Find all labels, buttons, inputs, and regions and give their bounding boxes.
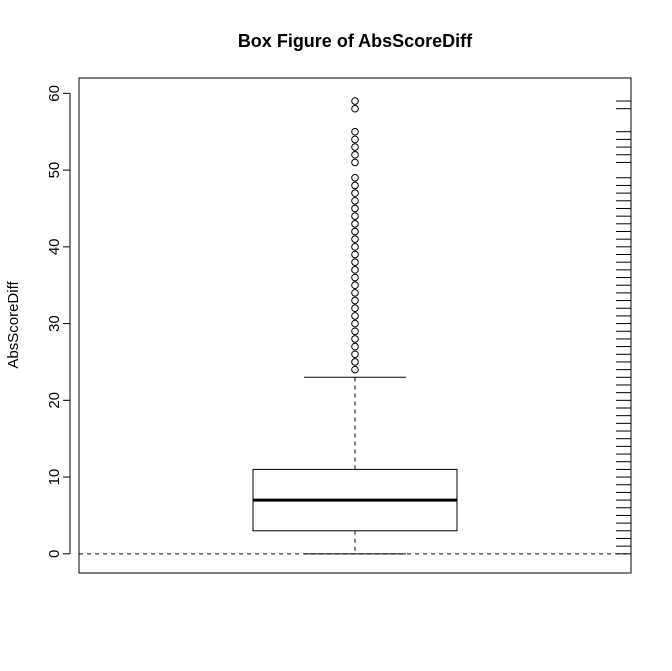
y-tick-label: 50 — [46, 162, 63, 179]
outlier-point — [351, 273, 359, 282]
outlier-point — [351, 220, 359, 228]
outlier-point — [351, 127, 359, 136]
y-tick-label: 10 — [46, 469, 63, 486]
outlier-point — [351, 189, 359, 197]
plot-frame — [78, 77, 632, 574]
outlier-point — [351, 158, 359, 167]
outlier-point — [351, 266, 359, 274]
outlier-point — [351, 358, 359, 366]
outlier-point — [351, 312, 359, 320]
outlier-point — [351, 327, 359, 336]
outlier-point — [351, 150, 359, 159]
outlier-point — [351, 304, 359, 313]
outlier-point — [351, 235, 359, 243]
outlier-point — [351, 143, 359, 151]
outlier-point — [351, 365, 359, 374]
outlier-point — [351, 342, 359, 351]
y-axis: 0 10 20 30 40 50 60 — [46, 85, 71, 558]
y-tick-label: 60 — [46, 85, 63, 102]
outlier-point — [351, 135, 359, 144]
outlier-point — [351, 104, 359, 113]
outlier-point — [351, 204, 359, 213]
outlier-point — [351, 173, 359, 182]
outlier-point — [351, 350, 359, 359]
outlier-point — [351, 196, 359, 205]
outlier-point — [351, 243, 359, 251]
outlier-point — [351, 250, 359, 259]
chart-title: Box Figure of AbsScoreDiff — [238, 31, 473, 51]
outlier-point — [351, 281, 359, 290]
outlier-point — [351, 258, 359, 266]
outlier-point — [351, 319, 359, 328]
outlier-point — [351, 181, 359, 190]
plot-layer — [79, 97, 631, 555]
outlier-point — [351, 212, 359, 220]
y-tick-label: 20 — [46, 392, 63, 409]
outlier-point — [351, 289, 359, 297]
outlier-point — [351, 335, 359, 343]
y-axis-label: AbsScoreDiff — [5, 281, 22, 369]
outlier-point — [351, 296, 359, 305]
y-tick-label: 30 — [46, 315, 63, 332]
y-tick-label: 40 — [46, 238, 63, 255]
outlier-point — [351, 227, 359, 236]
y-tick-label: 0 — [46, 550, 63, 558]
outlier-point — [351, 97, 359, 105]
